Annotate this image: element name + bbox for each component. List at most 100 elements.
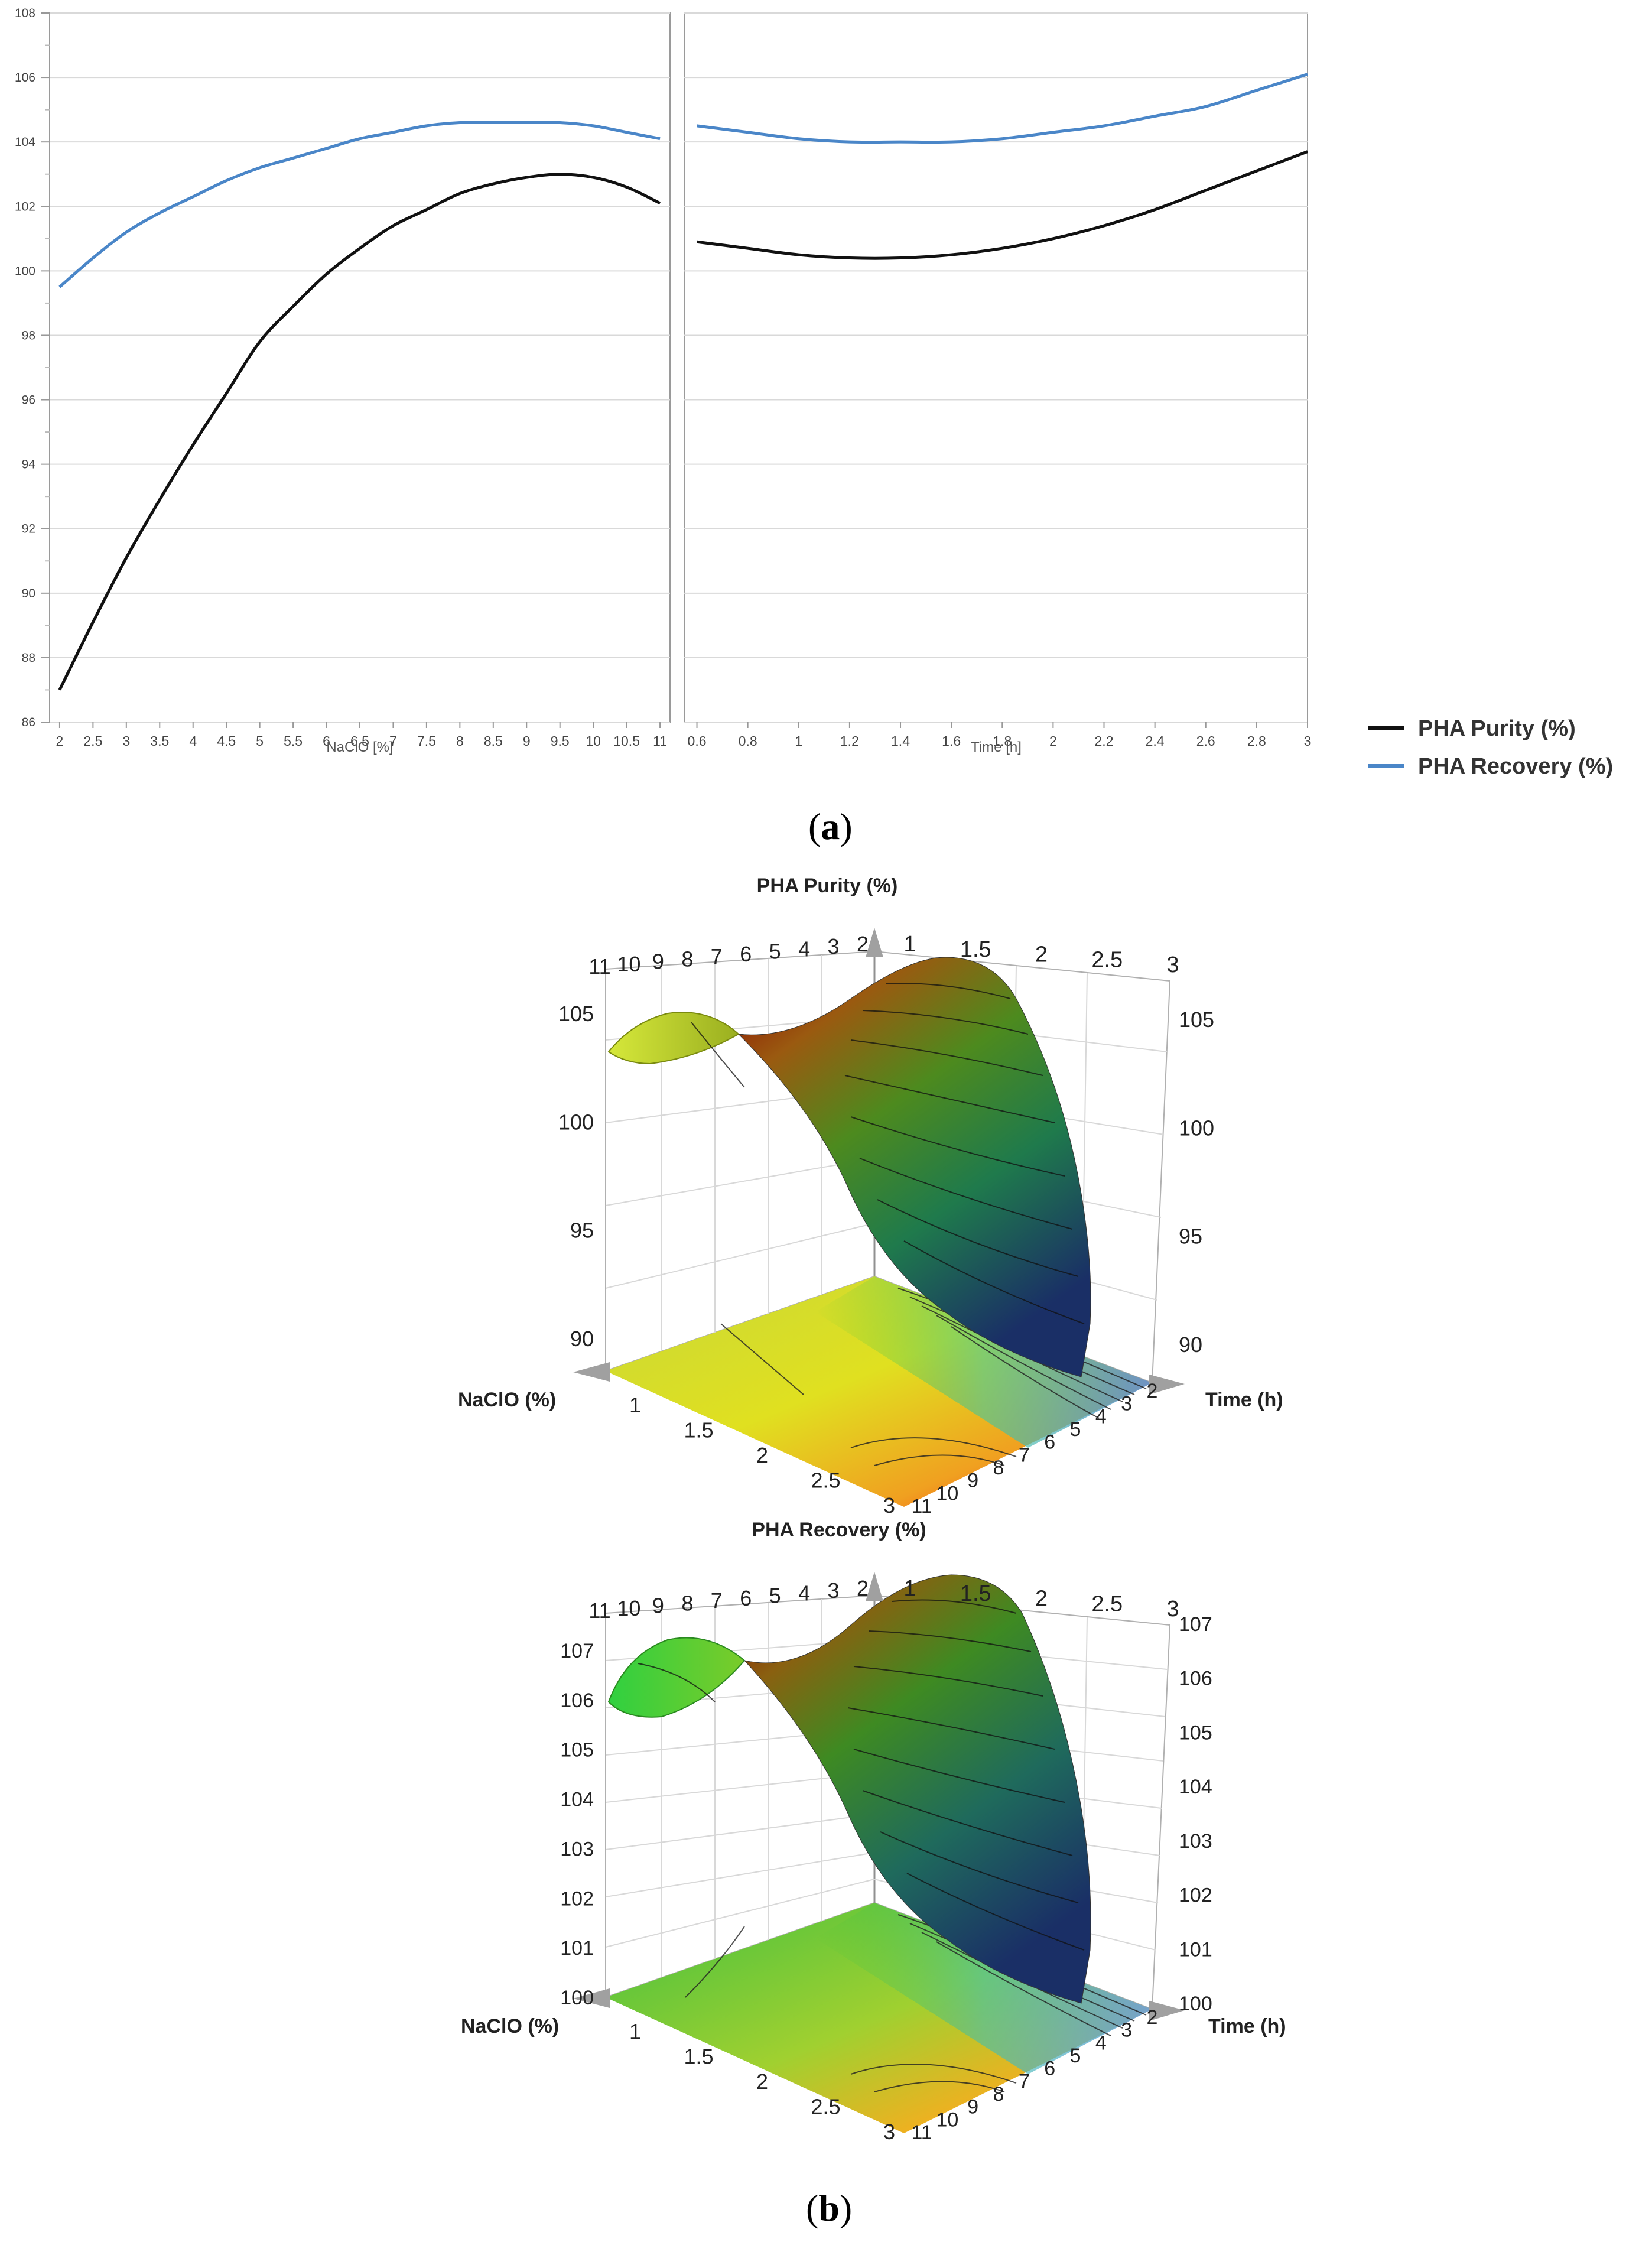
left-x-axis-ticks: 2 2.5 3 3.5 4 4.5 5 5.5 6 6.5 7 7.5 8 8.5 9 9.5 10 10.5 11: [56, 722, 667, 749]
tick-label: 8: [681, 1591, 693, 1615]
recovery-x-axis-label: NaClO (%): [461, 2015, 559, 2038]
tick-label: 11: [588, 1598, 610, 1623]
purity-floor-contours: [720, 1288, 1147, 1466]
right-x-axis-ticks: 0.6 0.8 1 1.2 1.4 1.6 1.8 2 2.2 2.4 2.6 2.8 3: [688, 722, 1312, 749]
left-plot-frame: [49, 12, 671, 723]
tick-label: 1.5: [960, 937, 991, 962]
tick-label: 11: [588, 954, 610, 979]
tick-label: 95: [570, 1219, 594, 1243]
tick-label: 101: [1179, 1938, 1212, 1961]
y-tick-label: 108: [15, 7, 35, 20]
tick-label: 1: [903, 1576, 916, 1601]
tick-label: 5: [769, 1584, 781, 1608]
x-tick-label: 2.4: [1146, 733, 1165, 749]
left-series-lines: [58, 121, 661, 691]
purity-surface-main: [737, 957, 1091, 1377]
y-tick-label: 92: [22, 522, 35, 536]
x-tick-label: 2: [56, 733, 64, 749]
tick-label: 1.5: [684, 2045, 713, 2069]
tick-label: 3: [1166, 1597, 1179, 1622]
y-tick-label: 86: [22, 716, 35, 729]
series-line-purity: [697, 150, 1308, 260]
x-tick-label: 3: [1304, 733, 1312, 749]
tick-label: 105: [558, 1002, 594, 1026]
recovery-arrow-right: [1149, 2001, 1185, 2021]
recovery-arrow-top: [866, 1572, 883, 1601]
series-line-purity: [58, 173, 661, 691]
tick-label: 2: [1147, 1380, 1158, 1402]
recovery-y-axis-label: Time (h): [1208, 2015, 1286, 2038]
y-tick-label: 100: [15, 264, 35, 278]
purity-title: PHA Purity (%): [757, 875, 898, 897]
tick-label: 3: [1166, 953, 1179, 977]
x-tick-label: 0.6: [688, 733, 707, 749]
tick-label: 7: [1019, 1444, 1030, 1466]
tick-label: 8: [993, 1457, 1004, 1479]
recovery-arrow-left: [573, 1988, 610, 2008]
x-tick-label: 3: [122, 733, 130, 749]
purity-y-axis-label: Time (h): [1205, 1389, 1283, 1411]
y-tick-label: 94: [22, 458, 36, 472]
tick-label: 4: [1095, 1405, 1107, 1428]
surface-plot-purity: PHA Purity (%) 11 10 9 8 7 6 5 4 3 2 1 1.5 2 2.5 3 90…: [458, 875, 1283, 1513]
tick-label: 107: [1179, 1613, 1212, 1636]
tick-label: 107: [560, 1640, 594, 1662]
y-tick-label: 88: [22, 651, 35, 665]
y-tick-label: 96: [22, 394, 35, 407]
right-plot-frame: [684, 12, 1308, 723]
tick-label: 105: [1179, 1008, 1214, 1032]
tick-label: 10: [936, 1482, 958, 1505]
tick-label: 3: [1121, 2019, 1132, 2042]
tick-label: 2: [756, 1443, 768, 1467]
x-tick-label: 11: [653, 733, 667, 749]
tick-label: 3: [883, 2120, 895, 2144]
tick-label: 90: [1179, 1333, 1202, 1357]
x-tick-label: 1: [795, 733, 802, 749]
x-tick-label: 6: [323, 733, 330, 749]
tick-label: 1: [629, 2019, 641, 2043]
tick-label: 10: [617, 1596, 640, 1620]
tick-label: 1: [903, 932, 916, 957]
purity-floor-cool-region: [815, 1276, 1152, 1448]
purity-top-nacl-ticks: 11 10 9 8 7 6 5 4 3 2: [588, 932, 869, 979]
recovery-floor-cool-region: [815, 1903, 1152, 2074]
tick-label: 106: [1179, 1668, 1212, 1690]
tick-label: 1.5: [960, 1581, 991, 1606]
legend-label-recovery: PHA Recovery (%): [1418, 754, 1613, 779]
tick-label: 3: [828, 1578, 840, 1603]
recovery-z-ticks-right: 100 101 102 103 104 105 106 107: [1179, 1613, 1212, 2015]
right-x-axis-title: Time [h]: [971, 739, 1022, 755]
purity-z-ticks-left: 90 95 100 105: [558, 1002, 594, 1351]
tick-label: 105: [560, 1739, 594, 1762]
tick-label: 95: [1179, 1224, 1202, 1249]
x-tick-label: 1.8: [993, 733, 1012, 749]
tick-label: 2: [857, 1576, 869, 1600]
x-tick-label: 5: [256, 733, 264, 749]
tick-label: 8: [681, 947, 693, 971]
tick-label: 102: [560, 1887, 594, 1910]
series-line-recovery: [697, 73, 1308, 144]
tick-label: 9: [967, 1470, 978, 1492]
tick-label: 10: [936, 2108, 958, 2131]
x-tick-label: 7: [389, 733, 397, 749]
tick-label: 11: [911, 1495, 932, 1513]
tick-label: 9: [652, 1594, 664, 1618]
tick-label: 2.5: [811, 1468, 840, 1493]
x-tick-label: 2.2: [1095, 733, 1114, 749]
recovery-top-nacl-ticks: 11 10 9 8 7 6 5 4 3 2: [588, 1576, 869, 1623]
x-tick-label: 9: [523, 733, 531, 749]
x-tick-label: 1.4: [891, 733, 910, 749]
tick-label: 103: [560, 1838, 594, 1860]
x-tick-label: 0.8: [739, 733, 757, 749]
tick-label: 2: [1035, 943, 1048, 967]
tick-label: 103: [1179, 1830, 1212, 1853]
tick-label: 3: [1121, 1393, 1132, 1415]
purity-surface-contours: [691, 983, 1085, 1324]
tick-label: 4: [1095, 2032, 1107, 2054]
x-tick-label: 2.5: [83, 733, 102, 749]
tick-label: 102: [1179, 1884, 1212, 1907]
tick-label: 9: [967, 2096, 978, 2118]
x-tick-label: 2: [1049, 733, 1057, 749]
